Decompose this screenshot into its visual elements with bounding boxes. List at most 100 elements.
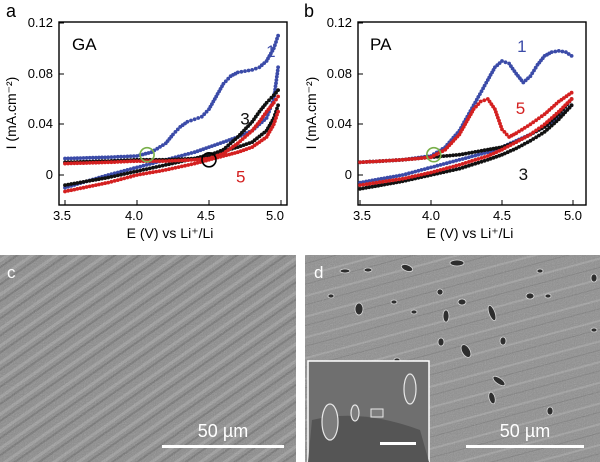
data-point (479, 156, 484, 160)
data-point (198, 148, 203, 153)
data-point (407, 171, 411, 176)
x-ticks-a: 3.5 4.0 4.5 5.0 (53, 200, 284, 223)
data-point (498, 121, 502, 126)
y-ticks-b: 0 0.04 0.08 0.12 (327, 15, 363, 182)
data-point (500, 127, 504, 132)
data-point (502, 130, 507, 134)
data-point (250, 140, 255, 145)
x-tick-label: 5.0 (266, 208, 284, 223)
data-point (497, 153, 502, 158)
data-point (361, 182, 366, 187)
data-point (460, 165, 465, 170)
data-point (218, 154, 223, 159)
data-point (496, 115, 500, 120)
data-point (517, 138, 521, 143)
series-a-4 (63, 94, 280, 166)
data-point (243, 69, 247, 73)
data-point (218, 141, 223, 146)
data-point (384, 158, 389, 163)
data-point (72, 187, 77, 192)
data-point (100, 176, 104, 181)
data-point (125, 159, 130, 164)
data-point (511, 141, 516, 146)
data-point (533, 65, 538, 70)
data-point (135, 159, 139, 164)
data-point (520, 127, 524, 132)
data-point (441, 167, 446, 172)
data-point (157, 169, 162, 174)
data-point (534, 128, 538, 133)
data-point (87, 178, 92, 183)
data-point (371, 159, 375, 164)
data-point (204, 158, 209, 163)
chart-b: 0 0.04 0.08 0.12 3.5 4.0 4.5 5.0 E (V) v… (303, 15, 587, 241)
data-point (274, 116, 278, 120)
data-point (476, 102, 481, 106)
series-b-4 (358, 90, 574, 165)
annotations-b: 1 5 3 (425, 37, 528, 184)
data-point (78, 180, 83, 185)
data-point (106, 175, 111, 180)
sem-particles-d (327, 259, 598, 416)
data-point (476, 152, 481, 157)
onset-marker (425, 146, 442, 163)
series-b-2 (358, 97, 574, 165)
chart-a: 0 0.04 0.08 0.12 3.5 4.0 4.5 5.0 E (V) v… (3, 15, 288, 241)
data-point (241, 143, 246, 148)
data-point (497, 118, 501, 123)
data-point (189, 151, 194, 155)
data-point (370, 184, 375, 189)
data-point (247, 146, 252, 151)
data-point (431, 153, 436, 158)
data-point (109, 160, 114, 165)
x-tick-label: 4.5 (197, 208, 215, 223)
data-point (97, 177, 101, 182)
data-point (207, 145, 211, 150)
data-point (274, 40, 278, 44)
data-point (227, 152, 232, 157)
data-point (419, 172, 424, 177)
data-point (106, 180, 111, 185)
plot-frame-b (357, 21, 587, 206)
data-point (221, 154, 226, 158)
data-point (485, 147, 490, 152)
data-point (448, 160, 452, 165)
data-point (528, 74, 533, 79)
data-point (171, 132, 175, 137)
data-point (425, 166, 430, 171)
data-point (438, 168, 443, 172)
data-point (422, 167, 427, 172)
data-point (233, 151, 237, 155)
x-tick-label: 3.5 (353, 208, 371, 223)
data-point (451, 168, 455, 173)
data-point (170, 161, 175, 166)
data-point (410, 170, 414, 175)
data-point (115, 170, 120, 175)
data-point (505, 144, 510, 149)
data-point (63, 189, 67, 194)
data-point (387, 178, 392, 183)
data-point (100, 160, 104, 165)
data-point (157, 164, 162, 169)
data-point (141, 163, 146, 168)
data-point (403, 172, 408, 177)
onset-marker (201, 152, 217, 168)
y-ticks-a: 0 0.04 0.08 0.12 (28, 15, 64, 182)
data-point (522, 141, 527, 146)
data-point (84, 156, 89, 160)
data-point (75, 181, 80, 185)
data-point (115, 173, 120, 178)
data-point (534, 118, 538, 123)
data-point (429, 165, 433, 170)
data-point (78, 161, 83, 166)
data-point (69, 188, 74, 193)
data-point (122, 176, 127, 181)
plot-frame-a (58, 21, 288, 206)
data-point (186, 163, 191, 167)
data-point (78, 156, 83, 161)
data-point (495, 113, 499, 117)
data-point (224, 139, 229, 144)
data-point (410, 157, 414, 161)
data-point (202, 112, 207, 117)
data-point (569, 90, 574, 95)
